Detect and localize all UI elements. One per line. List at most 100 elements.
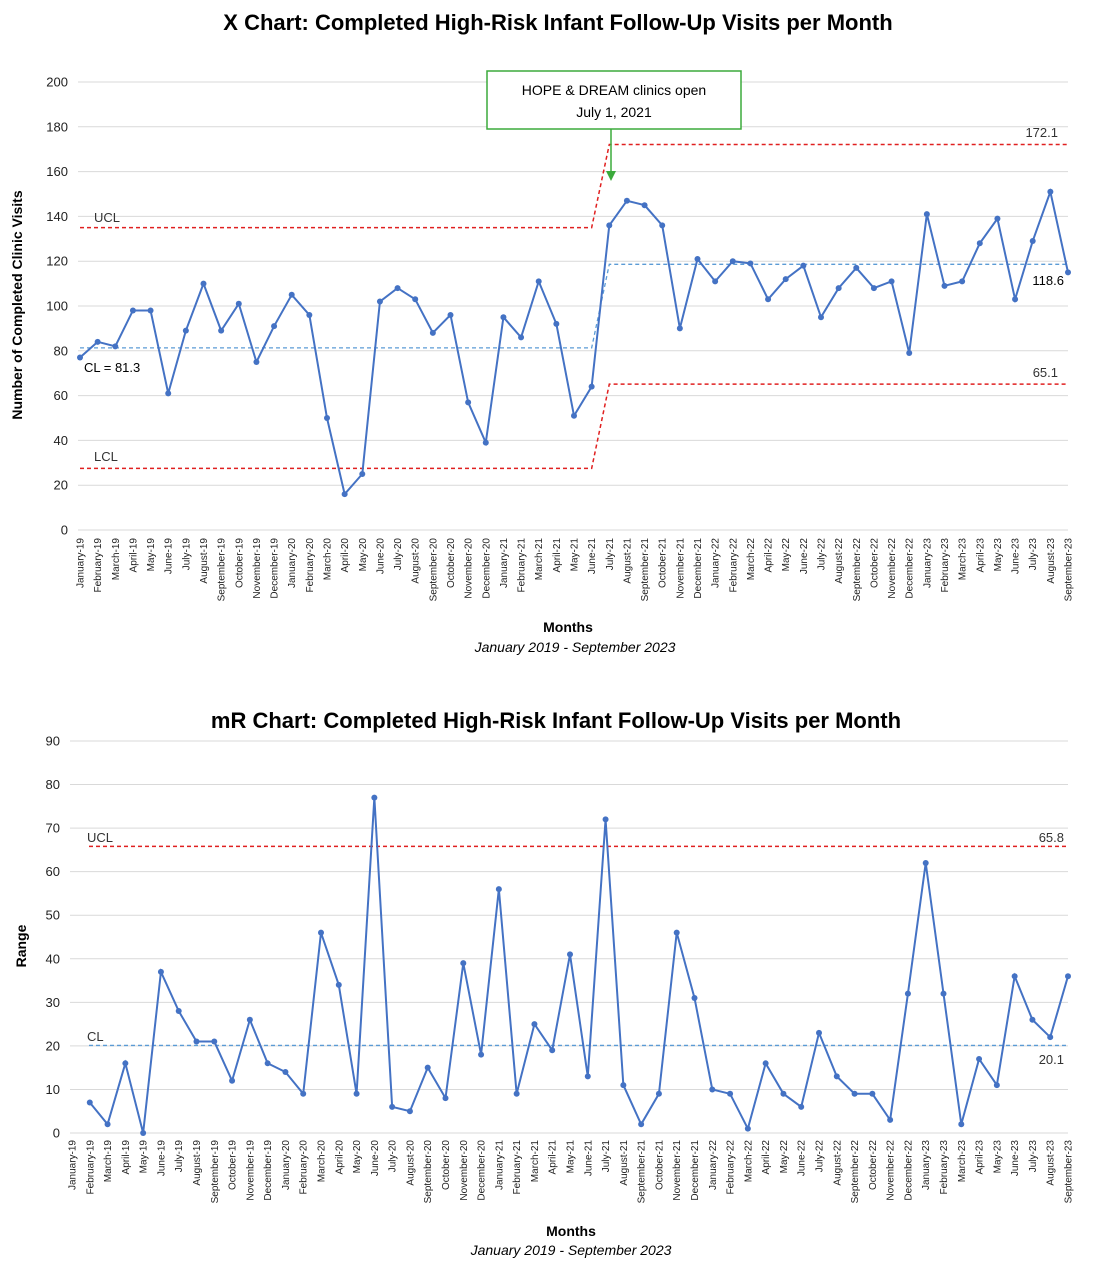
- mr-chart-cl-value: 20.1: [1039, 1052, 1064, 1067]
- y-tick-label: 10: [46, 1082, 60, 1097]
- y-tick-label: 160: [46, 164, 68, 179]
- y-tick-label: 40: [46, 951, 60, 966]
- data-point: [318, 929, 324, 936]
- y-tick-label: 80: [46, 777, 60, 792]
- y-tick-label: 180: [46, 119, 68, 134]
- x-tick-label: October-21: [654, 1140, 665, 1190]
- annotation-callout: HOPE & DREAM clinics open July 1, 2021: [486, 70, 742, 181]
- data-point: [959, 278, 966, 285]
- x-tick-label: April-22: [761, 1140, 772, 1175]
- x-tick-label: November-21: [672, 1140, 683, 1201]
- x-tick-label: April-21: [552, 538, 563, 573]
- data-point: [271, 323, 278, 330]
- data-point: [727, 1090, 734, 1097]
- x-tick-label: August-20: [405, 1140, 416, 1186]
- x-tick-label: February-22: [728, 538, 739, 593]
- data-point: [175, 1008, 182, 1015]
- x-tick-label: February-20: [299, 1140, 310, 1195]
- data-point: [853, 264, 860, 271]
- y-tick-label: 100: [46, 299, 68, 314]
- data-point: [782, 276, 789, 283]
- data-point: [818, 314, 824, 321]
- x-tick-label: July-23: [1028, 538, 1039, 571]
- data-point: [994, 215, 1001, 222]
- x-chart: X Chart: Completed High-Risk Infant Foll…: [9, 10, 1075, 655]
- x-tick-label: May-23: [992, 1140, 1003, 1174]
- data-point: [1065, 973, 1071, 980]
- y-tick-label: 20: [54, 478, 68, 493]
- x-tick-label: February-23: [940, 538, 951, 593]
- x-tick-label: January-20: [281, 1140, 292, 1190]
- data-point: [673, 929, 680, 936]
- x-tick-label: April-21: [548, 1140, 559, 1175]
- x-tick-label: March-22: [746, 538, 757, 581]
- data-point: [833, 1073, 840, 1080]
- data-point: [1047, 188, 1054, 195]
- x-tick-label: March-21: [534, 538, 545, 581]
- data-point: [165, 390, 172, 397]
- x-tick-label: October-22: [868, 1140, 879, 1190]
- data-point: [389, 1103, 396, 1110]
- mr-chart-title: mR Chart: Completed High-Risk Infant Fol…: [211, 708, 901, 733]
- data-point: [835, 285, 842, 292]
- x-tick-label: September-23: [1064, 538, 1075, 602]
- x-tick-label: March-19: [111, 538, 122, 581]
- data-point: [888, 278, 895, 285]
- y-tick-label: 0: [53, 1126, 60, 1141]
- series-line: [79, 188, 1069, 497]
- data-point: [157, 968, 164, 975]
- annotation-box: [486, 70, 742, 130]
- x-tick-label: July-22: [817, 538, 828, 571]
- x-tick-label: June-21: [587, 538, 598, 575]
- x-tick-label: September-19: [210, 1140, 221, 1204]
- data-point: [465, 399, 472, 406]
- data-point: [193, 1038, 200, 1045]
- x-tick-label: March-19: [103, 1140, 114, 1183]
- x-chart-lcl2-value: 65.1: [1033, 365, 1058, 380]
- x-tick-label: August-21: [622, 538, 633, 584]
- x-tick-label: January-19: [76, 538, 87, 588]
- data-point: [129, 307, 136, 314]
- mr-chart-gridlines: [70, 740, 1068, 1134]
- data-point: [816, 1029, 822, 1036]
- y-tick-label: 80: [54, 343, 68, 358]
- x-tick-label: December-20: [477, 1140, 488, 1201]
- data-point: [394, 285, 401, 292]
- data-point: [324, 415, 330, 421]
- y-tick-label: 60: [46, 864, 60, 879]
- x-tick-label: October-19: [228, 1140, 239, 1190]
- x-tick-label: July-19: [181, 538, 192, 571]
- data-point: [211, 1038, 218, 1045]
- y-tick-label: 200: [46, 75, 68, 90]
- x-tick-label: May-19: [139, 1140, 150, 1174]
- data-point: [941, 282, 948, 289]
- data-point: [300, 1090, 307, 1097]
- x-tick-label: January-23: [921, 1140, 932, 1190]
- x-tick-label: May-21: [566, 1140, 577, 1174]
- data-point: [104, 1121, 111, 1128]
- x-tick-label: December-22: [903, 1140, 914, 1201]
- data-point: [606, 222, 613, 229]
- data-point: [709, 1086, 716, 1093]
- data-point: [341, 491, 348, 498]
- data-point: [691, 994, 698, 1001]
- x-tick-label: September-21: [637, 1140, 648, 1204]
- data-point: [641, 202, 648, 209]
- x-tick-label: September-22: [850, 1140, 861, 1204]
- x-chart-gridlines: [78, 81, 1068, 531]
- x-tick-label: November-20: [459, 1140, 470, 1201]
- data-point: [602, 816, 609, 823]
- x-tick-label: June-22: [799, 538, 810, 575]
- x-tick-label: November-22: [887, 538, 898, 599]
- data-point: [447, 311, 454, 318]
- mr-chart-ucl-value: 65.8: [1039, 830, 1064, 845]
- annotation-line2: July 1, 2021: [576, 104, 652, 120]
- data-point: [798, 1103, 805, 1110]
- x-tick-label: January-21: [494, 1140, 505, 1190]
- x-tick-label: January-19: [68, 1140, 79, 1190]
- x-tick-label: August-19: [199, 538, 210, 584]
- annotation-line1: HOPE & DREAM clinics open: [522, 82, 706, 98]
- x-tick-label: November-22: [886, 1140, 897, 1201]
- x-tick-label: July-21: [601, 1140, 612, 1173]
- data-point: [371, 794, 378, 801]
